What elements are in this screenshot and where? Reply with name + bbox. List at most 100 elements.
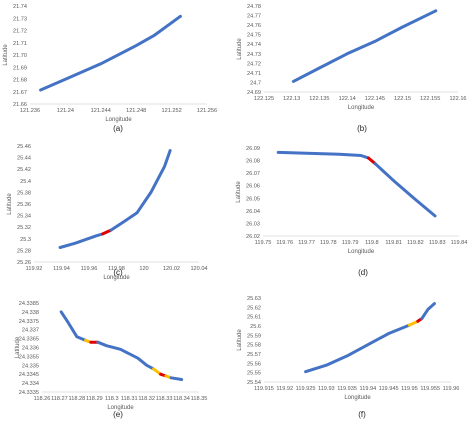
x-tick-label: 121.256	[197, 108, 217, 114]
y-tick-label: 24.3375	[19, 319, 39, 325]
y-tick-label: 24.69	[247, 90, 261, 96]
x-tick-label: 118.26	[34, 396, 51, 402]
x-tick-label: 119.82	[407, 240, 424, 246]
x-tick-label: 118.32	[138, 396, 155, 402]
track-line-segment	[101, 228, 113, 236]
x-tick-label: 121.244	[91, 108, 111, 114]
y-tick-label: 21.69	[13, 65, 27, 71]
x-tick-label: 119.92	[276, 386, 293, 392]
track-line-segment	[58, 232, 105, 249]
y-tick-label: 21.73	[13, 16, 27, 22]
x-tick-label: 122.13	[283, 96, 300, 102]
x-tick-label: 121.236	[20, 108, 40, 114]
x-tick-label: 119.79	[342, 240, 359, 246]
y-tick-label: 26.04	[246, 209, 260, 215]
panel-caption: (c)	[113, 268, 123, 277]
y-tick-label: 24.74	[247, 42, 261, 48]
x-tick-label: 122.145	[365, 96, 385, 102]
y-tick-label: 24.338	[22, 310, 39, 316]
x-tick-label: 119.83	[429, 240, 446, 246]
x-tick-label: 121.252	[161, 108, 181, 114]
y-tick-label: 25.54	[247, 380, 261, 386]
x-tick-label: 118.27	[51, 396, 68, 402]
x-axis-title: Longitude	[348, 249, 375, 255]
x-axis-title: Longitude	[105, 117, 132, 123]
y-axis-title: Latitude	[237, 38, 243, 60]
panel-caption: (e)	[113, 410, 123, 419]
y-tick-label: 26.02	[246, 234, 260, 240]
track-line-segment	[291, 9, 438, 83]
x-tick-label: 118.35	[191, 396, 208, 402]
panel-caption: (d)	[358, 268, 368, 277]
x-tick-label: 119.93	[318, 386, 335, 392]
x-tick-label: 120.02	[163, 266, 180, 272]
y-tick-label: 24.3335	[19, 390, 39, 396]
chart-panel: 119.75 119.76 119.77 119.78 119.79 119.8 119.8…	[236, 146, 467, 277]
x-tick-label: 119.935	[337, 386, 357, 392]
chart-panel: 121.236 121.24 121.244 121.248 121.252 121.25…	[3, 4, 217, 133]
panel-caption: (b)	[357, 124, 367, 133]
y-tick-label: 24.3365	[19, 337, 39, 343]
y-tick-label: 25.6	[250, 324, 261, 330]
x-tick-label: 119.8	[365, 240, 379, 246]
x-tick-label: 119.78	[320, 240, 337, 246]
y-tick-label: 21.72	[13, 29, 27, 35]
y-tick-label: 25.63	[247, 296, 261, 302]
x-tick-label: 118.29	[86, 396, 103, 402]
x-tick-label: 119.75	[255, 240, 272, 246]
x-tick-label: 122.14	[339, 96, 356, 102]
x-tick-label: 121.24	[57, 108, 74, 114]
x-axis-title: Longitude	[344, 395, 371, 401]
y-tick-label: 21.70	[13, 53, 27, 59]
y-tick-label: 24.336	[22, 346, 39, 352]
x-tick-label: 119.77	[298, 240, 315, 246]
x-tick-label: 119.94	[360, 386, 377, 392]
y-axis-title: Latitude	[237, 329, 243, 351]
y-axis-title: Latitude	[7, 193, 13, 215]
y-tick-label: 24.78	[247, 4, 261, 10]
x-tick-label: 119.81	[385, 240, 402, 246]
y-tick-label: 24.3385	[19, 301, 39, 307]
panel-caption: (a)	[113, 124, 123, 133]
y-tick-label: 25.59	[247, 333, 261, 339]
y-tick-label: 25.56	[247, 361, 261, 367]
x-tick-label: 118.31	[121, 396, 138, 402]
y-tick-label: 26.06	[246, 184, 260, 190]
y-tick-label: 21.67	[13, 90, 27, 96]
x-tick-label: 119.955	[420, 386, 440, 392]
y-tick-label: 25.26	[17, 260, 31, 266]
track-line-segment	[59, 310, 88, 342]
y-tick-label: 25.46	[17, 144, 31, 150]
x-tick-label: 121.248	[126, 108, 146, 114]
x-tick-label: 119.945	[379, 386, 399, 392]
x-tick-label: 119.98	[108, 266, 125, 272]
x-tick-label: 122.15	[394, 96, 411, 102]
y-tick-label: 25.58	[247, 343, 261, 349]
y-tick-label: 25.36	[17, 202, 31, 208]
y-tick-label: 26.07	[246, 171, 260, 177]
y-tick-label: 25.57	[247, 352, 261, 358]
x-tick-label: 122.125	[254, 96, 274, 102]
y-tick-label: 25.32	[17, 225, 31, 231]
chart-panel: 119.92 119.94 119.96 119.98 120 120.02 120.04 2…	[7, 144, 208, 281]
x-tick-label: 120	[139, 266, 148, 272]
y-tick-label: 25.61	[247, 315, 261, 321]
y-tick-label: 24.76	[247, 23, 261, 29]
y-axis-title: Latitude	[15, 336, 21, 358]
track-line-segment	[39, 14, 182, 92]
y-tick-label: 26.05	[246, 196, 260, 202]
x-tick-label: 118.34	[173, 396, 190, 402]
y-tick-label: 24.75	[247, 33, 261, 39]
y-tick-label: 25.38	[17, 190, 31, 196]
x-tick-label: 119.94	[53, 266, 70, 272]
y-axis-title: Latitude	[3, 44, 9, 66]
track-line-segment	[169, 376, 184, 381]
x-tick-label: 118.28	[69, 396, 86, 402]
y-tick-label: 26.08	[246, 159, 260, 165]
x-tick-label: 119.925	[296, 386, 316, 392]
x-tick-label: 120.04	[190, 266, 207, 272]
y-tick-label: 21.68	[13, 78, 27, 84]
y-tick-label: 21.74	[13, 4, 27, 10]
y-tick-label: 25.55	[247, 371, 261, 377]
